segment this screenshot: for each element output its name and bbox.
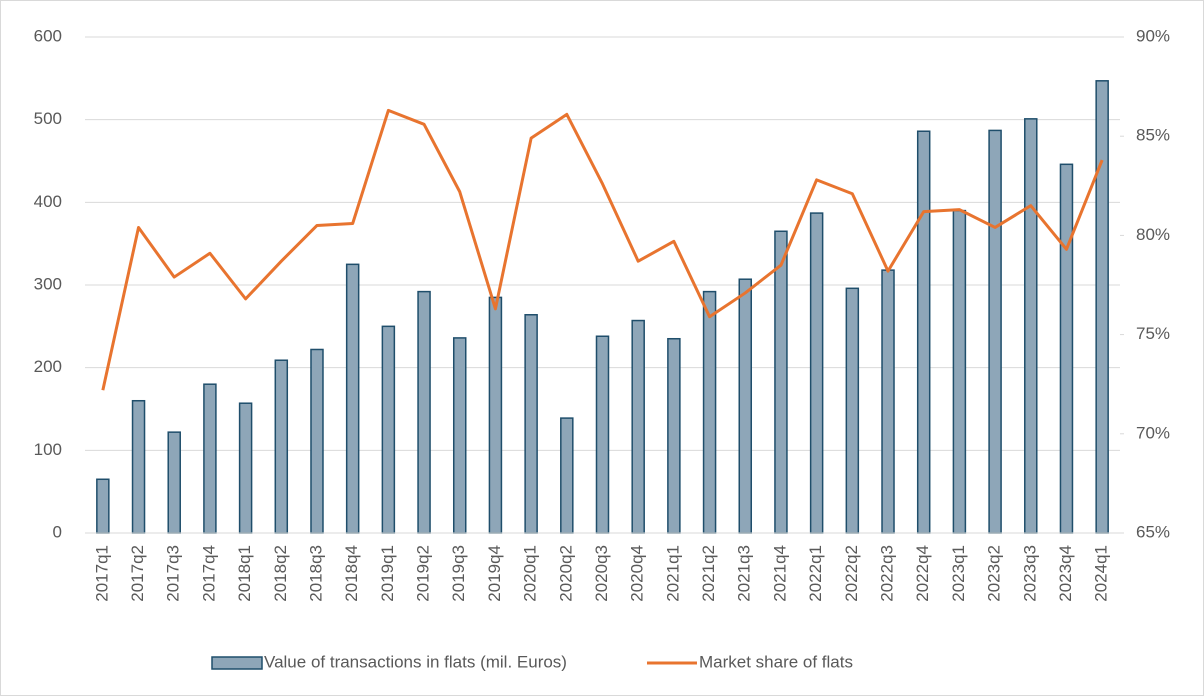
y2-tick-label: 85% <box>1136 126 1170 145</box>
x-tick-label: 2020q4 <box>628 545 647 602</box>
y-tick-label: 600 <box>34 26 62 45</box>
y2-tick-label: 70% <box>1136 423 1170 442</box>
bar <box>310 348 324 534</box>
x-tick-label: 2023q4 <box>1056 545 1075 602</box>
x-tick-label: 2022q3 <box>878 545 897 602</box>
bar <box>167 431 181 534</box>
bar <box>738 278 753 534</box>
bar <box>881 269 895 534</box>
x-tick-label: 2019q1 <box>378 545 397 602</box>
bar <box>702 290 717 534</box>
x-tick-label: 2022q1 <box>806 545 825 602</box>
bar <box>417 290 431 534</box>
bar <box>274 359 289 534</box>
bar <box>381 325 396 534</box>
x-tick-label: 2017q3 <box>164 545 183 602</box>
x-tick-label: 2019q3 <box>449 545 468 602</box>
x-tick-label: 2018q2 <box>271 545 290 602</box>
x-tick-label: 2017q1 <box>92 545 111 602</box>
x-tick-label: 2017q4 <box>199 545 218 602</box>
bar <box>452 337 467 534</box>
bar <box>238 402 253 534</box>
bar <box>631 319 645 534</box>
bar <box>96 478 110 534</box>
bar <box>809 212 824 534</box>
bar <box>131 399 146 534</box>
x-tick-label: 2019q2 <box>414 545 433 602</box>
x-tick-label: 2019q4 <box>485 545 504 602</box>
bar <box>774 230 788 534</box>
x-tick-label: 2024q1 <box>1092 545 1111 602</box>
legend-label: Value of transactions in flats (mil. Eur… <box>264 652 567 671</box>
x-tick-label: 2022q2 <box>842 545 861 602</box>
x-tick-label: 2018q4 <box>342 545 361 602</box>
x-tick-label: 2018q1 <box>235 545 254 602</box>
bar <box>560 417 574 534</box>
x-tick-label: 2020q2 <box>556 545 575 602</box>
line <box>101 108 1104 391</box>
bar <box>345 263 360 534</box>
x-tick-label: 2020q1 <box>521 545 540 602</box>
y-tick-label: 500 <box>34 109 62 128</box>
bar <box>1024 118 1038 534</box>
legend-label: Market share of flats <box>699 652 853 671</box>
y-tick-label: 300 <box>34 274 62 293</box>
bar <box>595 335 610 534</box>
bar <box>1095 80 1109 534</box>
x-tick-label: 2021q1 <box>663 545 682 602</box>
x-tick-label: 2021q4 <box>770 545 789 602</box>
y2-tick-label: 75% <box>1136 324 1170 343</box>
x-tick-label: 2022q4 <box>913 545 932 602</box>
y-tick-label: 400 <box>34 192 62 211</box>
x-tick-label: 2021q2 <box>699 545 718 602</box>
bar <box>667 337 681 534</box>
bar <box>952 209 967 534</box>
y2-tick-label: 65% <box>1136 522 1170 541</box>
x-tick-label: 2018q3 <box>306 545 325 602</box>
bar <box>203 383 217 534</box>
x-tick-label: 2020q3 <box>592 545 611 602</box>
y-tick-label: 0 <box>53 522 62 541</box>
y2-tick-label: 90% <box>1136 26 1170 45</box>
bar <box>916 130 931 534</box>
x-tick-label: 2023q1 <box>949 545 968 602</box>
y-tick-label: 100 <box>34 440 62 459</box>
bar <box>488 296 503 534</box>
x-tick-label: 2017q2 <box>128 545 147 602</box>
bar <box>524 314 538 534</box>
x-tick-label: 2021q3 <box>735 545 754 602</box>
x-tick-label: 2023q2 <box>985 545 1004 602</box>
legend-swatch <box>211 656 263 670</box>
y2-tick-label: 80% <box>1136 225 1170 244</box>
bar <box>1059 163 1074 534</box>
y-tick-label: 200 <box>34 357 62 376</box>
bar <box>988 129 1002 534</box>
x-tick-label: 2023q3 <box>1020 545 1039 602</box>
bar <box>845 287 860 534</box>
